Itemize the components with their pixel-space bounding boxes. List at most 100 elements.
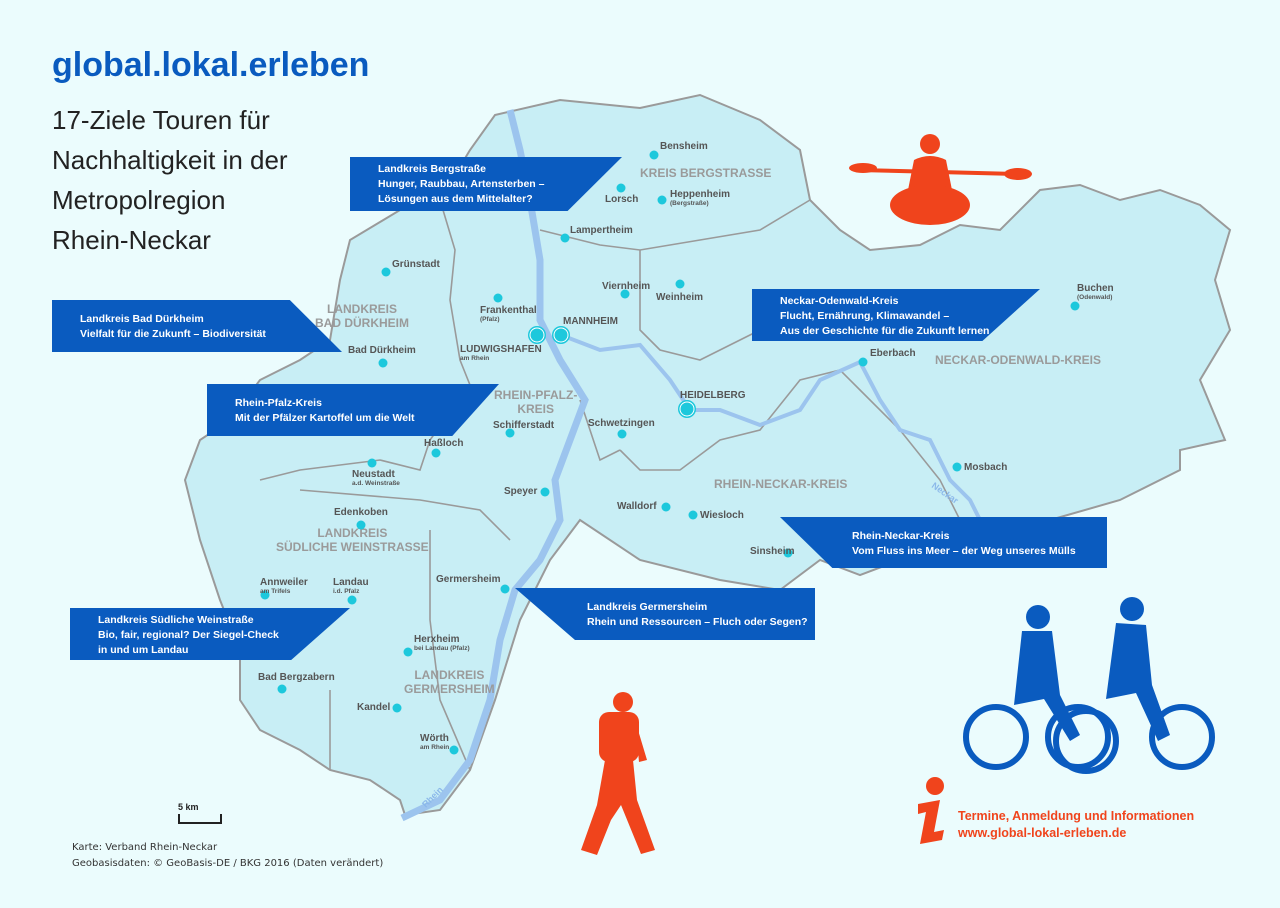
tour-banner[interactable]: Landkreis Germersheim Rhein und Ressource… xyxy=(515,588,815,640)
scale-bar-line xyxy=(178,814,222,824)
city-marker[interactable] xyxy=(858,357,868,367)
city-label: Landau i.d. Pfalz xyxy=(333,577,369,595)
region-label: KREIS BERGSTRASSE xyxy=(640,166,772,180)
tour-banner[interactable]: Rhein-Pfalz-Kreis Mit der Pfälzer Kartoff… xyxy=(207,384,499,436)
tour-district: Landkreis Germersheim xyxy=(587,601,708,613)
tour-district: Landkreis Bad Dürkheim xyxy=(80,313,204,325)
city-marker[interactable] xyxy=(1070,301,1080,311)
city-marker[interactable] xyxy=(679,401,695,417)
city-subname: am Rhein xyxy=(420,744,450,751)
city-label: Walldorf xyxy=(617,501,657,512)
city-marker[interactable] xyxy=(493,293,503,303)
region-label: LANDKREIS GERMERSHEIM xyxy=(404,668,495,696)
city-marker[interactable] xyxy=(529,327,545,343)
city-label: Bad Bergzabern xyxy=(258,672,335,683)
map-credits: Karte: Verband Rhein-Neckar Geobasisdate… xyxy=(72,840,383,872)
title-line: Nachhaltigkeit in der xyxy=(52,145,288,175)
city-name: Lampertheim xyxy=(570,225,633,236)
info-icon xyxy=(918,777,944,844)
region-label: RHEIN-NECKAR-KREIS xyxy=(714,477,848,491)
city-marker[interactable] xyxy=(356,520,366,530)
brand-logo: global.lokal.erleben xyxy=(52,46,370,84)
city-marker[interactable] xyxy=(392,703,402,713)
tour-topic: Mit der Pfälzer Kartoffel um die Welt xyxy=(235,412,415,424)
district-borders xyxy=(259,199,971,771)
city-marker[interactable] xyxy=(560,233,570,243)
city-subname: (Odenwald) xyxy=(1077,294,1113,301)
city-name: Buchen xyxy=(1077,283,1114,294)
tour-topic: Hunger, Raubbau, Artensterben – xyxy=(378,178,545,190)
city-marker[interactable] xyxy=(952,462,962,472)
website-link[interactable]: www.global-lokal-erleben.de xyxy=(958,826,1127,840)
city-marker[interactable] xyxy=(277,684,287,694)
city-marker[interactable] xyxy=(657,195,667,205)
city-marker[interactable] xyxy=(347,595,357,605)
cyclists-icon xyxy=(963,597,1215,774)
city-subname: am Rhein xyxy=(460,355,490,362)
city-name: Sinsheim xyxy=(750,546,795,557)
city-name: Mosbach xyxy=(964,462,1008,473)
hiker-icon xyxy=(581,692,655,855)
city-marker[interactable] xyxy=(620,289,630,299)
info-text: Termine, Anmeldung und Informationen www… xyxy=(958,808,1194,842)
city-label: Lampertheim xyxy=(570,225,633,236)
city-label: Wiesloch xyxy=(700,510,744,521)
city-marker[interactable] xyxy=(616,183,626,193)
scale-bar: 5 km xyxy=(178,802,222,824)
city-name: Wiesloch xyxy=(700,510,744,521)
city-subname: (Bergstraße) xyxy=(670,200,709,207)
city-name: HEIDELBERG xyxy=(680,390,746,401)
city-name: Bensheim xyxy=(660,141,708,152)
city-marker[interactable] xyxy=(378,358,388,368)
city-name: LUDWIGSHAFEN xyxy=(460,344,542,355)
city-marker[interactable] xyxy=(540,487,550,497)
city-marker[interactable] xyxy=(449,745,459,755)
city-label: Edenkoben xyxy=(334,507,388,518)
tour-banner[interactable]: Neckar-Odenwald-Kreis Flucht, Ernährung, … xyxy=(752,289,1040,341)
city-label: Buchen (Odenwald) xyxy=(1077,283,1114,301)
city-marker[interactable] xyxy=(675,279,685,289)
city-name: Lorsch xyxy=(605,194,639,205)
tour-banner[interactable]: Landkreis Bad Dürkheim Vielfalt für die Z… xyxy=(52,300,342,352)
city-marker[interactable] xyxy=(500,584,510,594)
kayaker-icon xyxy=(849,134,1032,225)
tour-topic: Vielfalt für die Zukunft – Biodiversität xyxy=(80,328,266,340)
city-marker[interactable] xyxy=(403,647,413,657)
city-marker[interactable] xyxy=(381,267,391,277)
city-marker[interactable] xyxy=(617,429,627,439)
city-marker[interactable] xyxy=(783,548,793,558)
city-marker[interactable] xyxy=(661,502,671,512)
tour-topic: Lösungen aus dem Mittelalter? xyxy=(378,193,533,205)
tour-banner[interactable]: Rhein-Neckar-Kreis Vom Fluss ins Meer – d… xyxy=(780,517,1107,568)
city-marker[interactable] xyxy=(688,510,698,520)
city-subname: bei Landau (Pfalz) xyxy=(414,645,470,652)
city-label: Mosbach xyxy=(964,462,1007,473)
city-marker[interactable] xyxy=(553,327,569,343)
city-marker[interactable] xyxy=(260,590,270,600)
city-marker[interactable] xyxy=(431,448,441,458)
credit-line: Karte: Verband Rhein-Neckar xyxy=(72,842,218,853)
region-label: RHEIN-PFALZ- KREIS xyxy=(494,388,578,416)
tour-topic: Bio, fair, regional? Der Siegel-Check xyxy=(98,629,279,641)
city-label: Heppenheim (Bergstraße) xyxy=(670,189,730,207)
city-name: Wörth xyxy=(420,733,449,744)
city-subname: a.d. Weinstraße xyxy=(352,480,400,487)
city-name: Schifferstadt xyxy=(493,420,555,431)
city-marker[interactable] xyxy=(505,428,515,438)
city-name: Weinheim xyxy=(656,292,704,303)
city-name: Schwetzingen xyxy=(588,418,655,429)
title-line: Rhein-Neckar xyxy=(52,225,211,255)
city-marker[interactable] xyxy=(649,150,659,160)
tour-topic: Vom Fluss ins Meer – der Weg unseres Mül… xyxy=(852,545,1076,557)
city-label: Bensheim xyxy=(660,141,708,152)
city-label: Grünstadt xyxy=(392,259,440,270)
city-marker[interactable] xyxy=(367,458,377,468)
city-name: Bad Bergzabern xyxy=(258,672,335,683)
city-label: Wörth am Rhein xyxy=(420,733,449,751)
rivers xyxy=(400,109,982,822)
tour-topic: Flucht, Ernährung, Klimawandel – xyxy=(780,310,950,322)
river-rhein xyxy=(400,109,589,822)
city-name: Landau xyxy=(333,577,369,588)
tour-banner[interactable]: Landkreis Südliche Weinstraße Bio, fair, … xyxy=(70,608,350,660)
city-label: HEIDELBERG xyxy=(680,390,746,401)
